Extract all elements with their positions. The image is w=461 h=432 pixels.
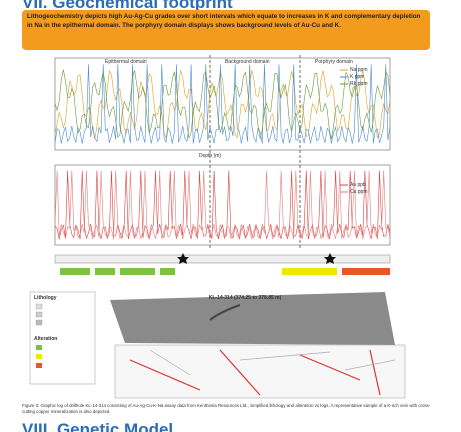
legend-swatch [36, 312, 42, 317]
domain-label: Epithermal domain [105, 59, 147, 65]
domain-label: Background domain [225, 59, 270, 65]
next-section-title: VIII. Genetic Model [22, 420, 173, 432]
legend-entry: Cu ppm [350, 189, 368, 195]
legend-swatch [36, 320, 42, 325]
top-plot-frame [55, 58, 390, 150]
legend-entry: Rb ppm [350, 81, 368, 87]
legend-swatch [36, 345, 42, 350]
core-sketch [115, 345, 405, 398]
legend-swatch [36, 354, 42, 359]
legend-entry: Na ppm [350, 67, 368, 73]
legend-swatch [36, 363, 42, 368]
trace [55, 171, 390, 239]
figure-caption: Figure 3: Graphic log of drillhole KL-14… [22, 403, 442, 415]
legend-entry: Au ppb [350, 182, 366, 188]
legend-title: Lithology [34, 295, 57, 301]
trace [55, 171, 390, 239]
alteration-strip [60, 268, 390, 275]
legend-title: Alteration [34, 336, 57, 342]
log-strip [55, 255, 390, 263]
poster-section: VII. Geochemical footprint Lithogeochemi… [0, 0, 461, 432]
core-label: KL-14-314 (374.25 to 378.85 m) [209, 295, 282, 301]
legend-swatch [36, 304, 42, 309]
x-axis-label: Depth (m) [199, 153, 222, 159]
domain-label: Porphyry domain [315, 59, 353, 65]
legend-entry: K ppm [350, 74, 364, 80]
figure: Epithermal domain Background domain Porp… [0, 0, 461, 432]
trace [55, 64, 390, 143]
